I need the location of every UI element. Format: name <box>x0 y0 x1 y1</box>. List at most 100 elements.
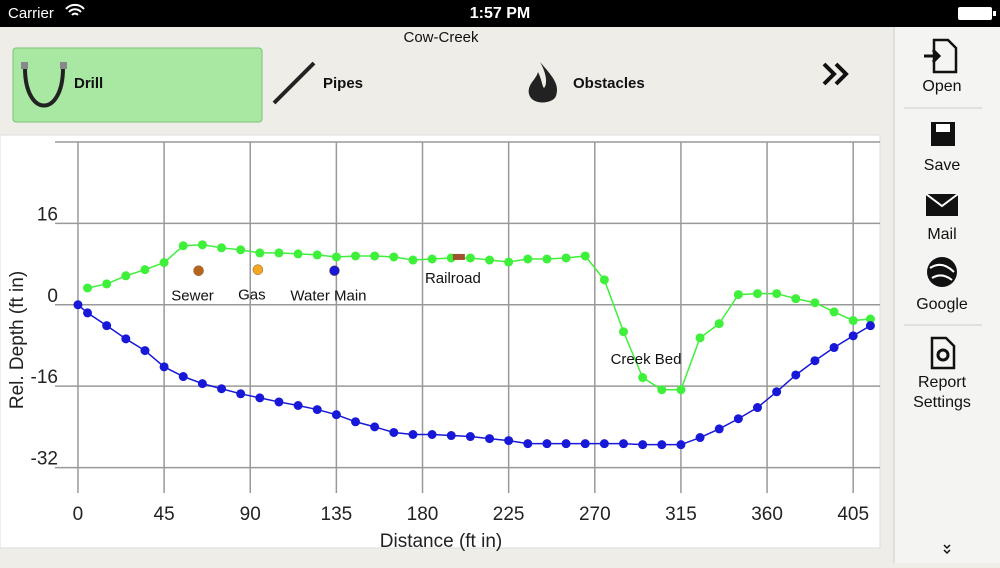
obstacles-icon <box>528 62 558 103</box>
y-tick-label: -32 <box>31 449 58 470</box>
series-point <box>714 424 724 434</box>
more-button[interactable] <box>822 62 849 86</box>
series-point <box>178 372 188 382</box>
series-point <box>83 308 93 318</box>
series-point <box>695 333 705 343</box>
series-point <box>121 334 131 344</box>
save-button[interactable]: Save <box>924 122 961 174</box>
google-icon-lines <box>929 263 955 281</box>
series-point <box>370 251 380 261</box>
sidebar-label: Google <box>916 296 968 313</box>
tab-pipes[interactable]: Pipes <box>272 61 363 105</box>
series-point <box>580 251 590 261</box>
series-point <box>408 430 418 439</box>
series-point <box>752 289 762 299</box>
obstacle-label: Railroad <box>425 270 481 287</box>
series-point <box>236 389 246 399</box>
tab-drill[interactable]: Drill <box>12 47 263 123</box>
series-point <box>561 253 571 263</box>
sidebar-label: Report Settings <box>913 374 971 411</box>
series-point <box>331 410 341 420</box>
x-tick-label: 225 <box>493 504 525 525</box>
series-point <box>772 289 782 299</box>
x-tick-label: 315 <box>665 504 697 525</box>
series-point <box>446 431 456 441</box>
carrier: Carrier <box>8 5 54 22</box>
series-point <box>657 440 667 450</box>
series-point <box>389 427 399 437</box>
series-point <box>465 432 475 442</box>
series-point <box>312 405 322 415</box>
series-point <box>121 271 131 281</box>
y-tick-label: 0 <box>47 286 58 307</box>
chart: 16 0 -16 -32 0 45 90 135 180 225 270 315 360 405 Sewer… <box>31 141 880 525</box>
series-point <box>140 346 150 356</box>
series-point <box>772 387 782 397</box>
obstacle-marker <box>329 265 340 276</box>
drill-icon-end <box>21 62 28 69</box>
open-button[interactable]: Open <box>922 38 962 95</box>
x-tick-label: 90 <box>240 504 261 525</box>
series-point <box>427 254 437 264</box>
report-gear <box>936 348 950 362</box>
series-point <box>504 257 514 267</box>
series-point <box>523 254 533 264</box>
series-point <box>619 439 629 449</box>
document-title: Cow-Creek <box>403 29 479 46</box>
open-icon <box>932 38 958 74</box>
series-point <box>427 430 437 439</box>
series-point <box>619 327 629 337</box>
series-point <box>102 321 112 331</box>
google-icon <box>927 257 957 287</box>
obstacle-marker <box>252 264 264 275</box>
report-settings-button[interactable]: Report Settings <box>913 336 971 411</box>
mail-flap <box>925 193 959 208</box>
series-point <box>485 434 495 444</box>
series-point <box>865 314 875 324</box>
series-point <box>83 283 93 293</box>
series-point <box>791 294 801 304</box>
tab-label: Pipes <box>323 75 363 92</box>
series-point <box>217 243 227 253</box>
x-tick-label: 270 <box>579 504 611 525</box>
sidebar-label: Save <box>924 157 961 174</box>
series-point <box>599 275 609 285</box>
obstacle-label: Sewer <box>171 288 214 305</box>
series-point <box>197 379 207 389</box>
battery-icon <box>958 7 992 20</box>
y-tick-label: 16 <box>37 204 58 225</box>
google-button[interactable]: Google <box>916 257 968 313</box>
drill-icon <box>23 67 65 108</box>
obstacle-label: Water Main <box>290 288 366 305</box>
series-point <box>542 254 552 264</box>
series-point <box>140 265 150 275</box>
series-point <box>197 240 207 250</box>
series-point <box>293 249 303 259</box>
series-point <box>733 290 743 300</box>
series-point <box>178 241 188 251</box>
x-tick-label: 180 <box>407 504 439 525</box>
x-tick-label: 0 <box>73 504 84 525</box>
series-point <box>293 401 303 411</box>
tab-obstacles[interactable]: Obstacles <box>528 62 645 103</box>
chart-panel <box>0 134 881 549</box>
series-point <box>389 252 399 262</box>
save-icon-label <box>936 124 950 132</box>
scroll-chevron[interactable] <box>943 544 951 555</box>
tab-drill-bg <box>12 47 263 123</box>
x-axis-label: Distance (ft in) <box>380 531 502 552</box>
y-axis-label: Rel. Depth (ft in) <box>7 271 28 409</box>
series-point <box>408 255 418 265</box>
series-point <box>676 440 686 450</box>
series-point <box>733 414 743 424</box>
obstacle-label: Gas <box>238 287 266 304</box>
series-point <box>370 422 380 432</box>
report-icon <box>930 336 956 370</box>
series-point <box>695 433 705 443</box>
x-tick-label: 135 <box>321 504 353 525</box>
series-point <box>752 403 762 413</box>
mail-button[interactable]: Mail <box>925 193 959 243</box>
series-point <box>676 385 686 395</box>
series-point <box>274 397 284 407</box>
series-point <box>638 373 648 383</box>
